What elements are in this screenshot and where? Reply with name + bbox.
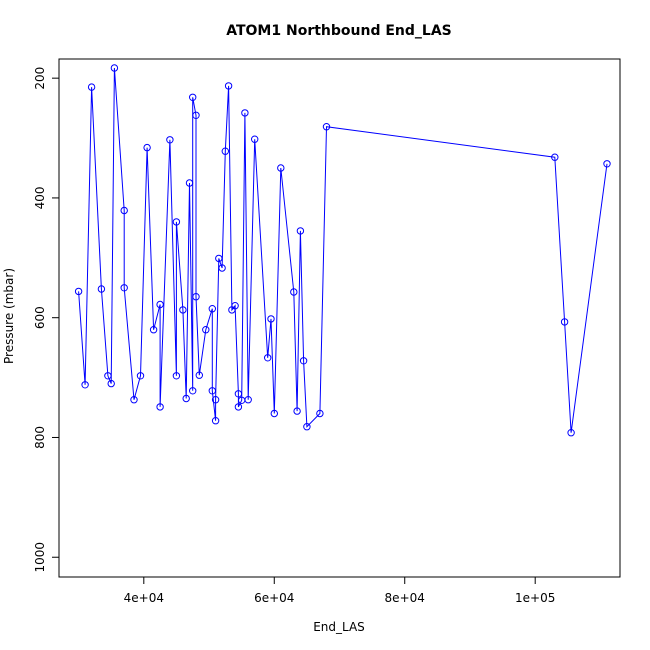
data-point: [251, 135, 259, 143]
data-point: [130, 396, 138, 404]
data-point: [136, 372, 145, 380]
data-point: [303, 423, 311, 431]
data-point: [172, 372, 181, 380]
x-tick-label: 4e+04: [124, 591, 164, 605]
data-point: [215, 254, 223, 263]
series-line: [78, 67, 608, 433]
data-point: [270, 409, 278, 418]
y-axis-label: Pressure (mbar): [2, 268, 16, 364]
data-point: [218, 264, 226, 272]
data-point: [97, 285, 106, 293]
data-point: [143, 143, 151, 152]
data-point: [234, 403, 243, 411]
data-point: [192, 111, 200, 120]
data-point: [192, 293, 200, 301]
y-tick-label: 800: [33, 426, 47, 449]
data-point: [208, 305, 217, 313]
data-point: [224, 82, 233, 90]
data-point: [221, 147, 230, 155]
y-tick-label: 1000: [33, 542, 47, 573]
data-point: [264, 354, 272, 362]
data-point: [296, 227, 305, 235]
data-point: [211, 417, 220, 425]
data-point: [74, 287, 83, 296]
data-point: [179, 306, 187, 314]
data-point: [290, 288, 298, 296]
data-point: [299, 357, 308, 365]
data-point: [603, 160, 611, 168]
data-point: [110, 64, 119, 72]
y-tick-label: 600: [33, 306, 47, 329]
data-point: [166, 136, 174, 144]
plot-frame: [58, 58, 621, 578]
data-point: [567, 429, 575, 437]
data-layer: [74, 64, 611, 437]
data-point: [104, 372, 112, 380]
y-tick-label: 200: [33, 67, 47, 90]
data-point: [234, 390, 243, 398]
data-point: [208, 387, 217, 395]
data-point: [172, 218, 181, 226]
data-point: [277, 164, 285, 172]
data-point: [182, 394, 190, 403]
data-point: [185, 179, 194, 187]
data-point: [189, 387, 197, 395]
chart-title: ATOM1 Northbound End_LAS: [226, 23, 452, 39]
data-point: [267, 315, 275, 323]
data-point: [87, 83, 96, 91]
data-point: [156, 300, 164, 309]
x-tick-label: 6e+04: [254, 591, 294, 605]
data-point: [120, 206, 128, 215]
data-point: [156, 403, 164, 411]
x-tick-label: 1e+05: [515, 591, 555, 605]
data-point: [322, 123, 331, 131]
data-point: [293, 407, 301, 415]
y-tick-label: 400: [33, 186, 47, 209]
data-point: [202, 326, 210, 334]
data-point: [551, 153, 559, 161]
x-axis-label: End_LAS: [313, 620, 365, 634]
data-point: [211, 396, 220, 404]
x-tick-label: 8e+04: [385, 591, 425, 605]
axes: 4e+04 6e+04 8e+04 1e+05 200 400 600 800 1000: [33, 67, 555, 605]
data-point: [195, 371, 204, 379]
data-point: [560, 318, 569, 326]
data-point: [120, 284, 128, 292]
data-point: [316, 409, 324, 418]
data-point: [107, 379, 115, 388]
data-point: [244, 396, 252, 404]
data-point: [241, 109, 249, 117]
data-point: [231, 302, 239, 310]
data-point: [189, 93, 197, 102]
data-point: [81, 381, 89, 389]
data-point: [149, 326, 158, 334]
